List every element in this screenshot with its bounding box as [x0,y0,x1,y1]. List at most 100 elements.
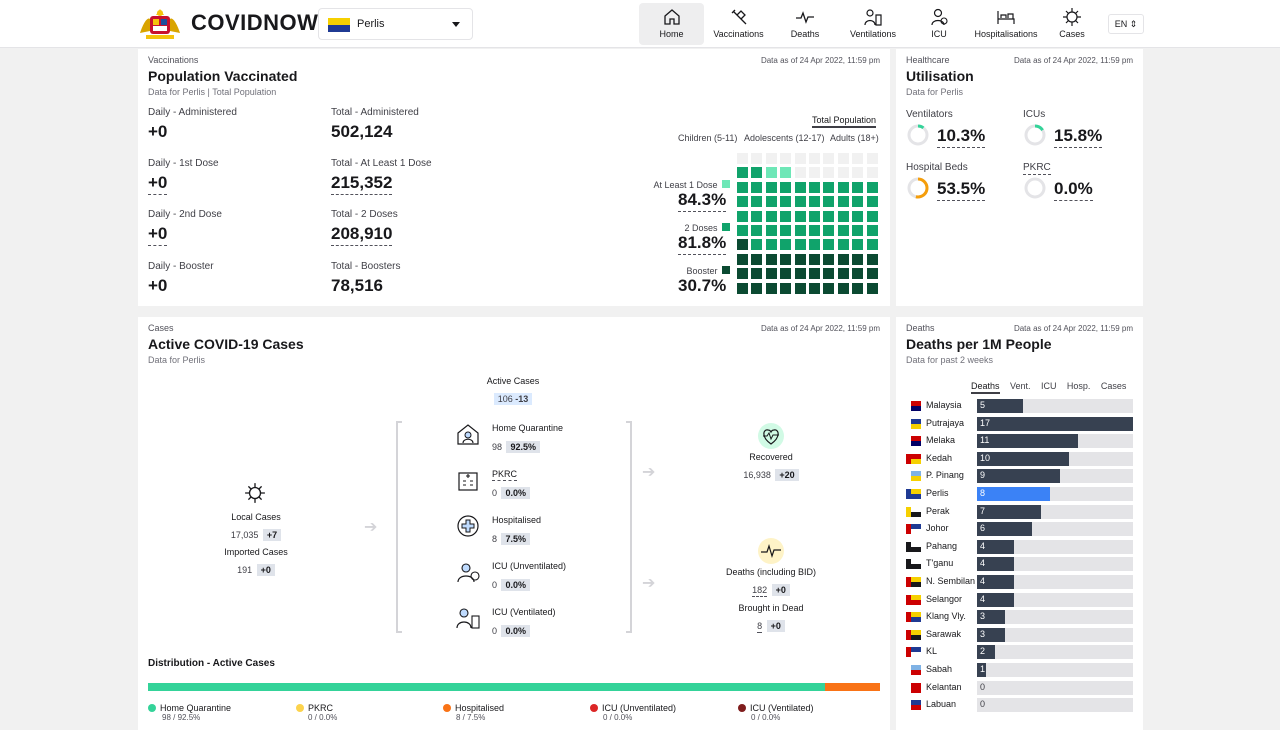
nav-hospitalisations[interactable]: Hospitalisations [972,3,1040,45]
waffle-cell [794,196,806,208]
bar-row[interactable]: P. Pinang 9 [906,469,1134,484]
stat-value[interactable]: +0 [148,224,168,246]
pulse-icon [796,11,814,24]
card-subtitle: Data for Perlis | Total Population [148,87,276,97]
imported-cases: Imported Cases 191 +0 [196,547,316,578]
active-cases-value: 106 -13 [493,393,533,405]
bar-row[interactable]: Selangor 4 [906,592,1134,607]
bar-track: 17 [977,416,1133,431]
tab-children[interactable]: Children (5-11) [678,133,738,143]
stat-label: Total - Administered [331,107,419,118]
util-value[interactable]: 15.8% [1054,126,1103,148]
bar-row[interactable]: Johor 6 [906,522,1134,537]
legend-label: Hospitalised [455,703,505,713]
nav-cases[interactable]: Cases [1048,3,1096,45]
card-eyebrow: Healthcare [906,55,950,65]
nav-home[interactable]: Home [639,3,704,45]
bar [977,645,996,660]
bar-value-label: 9 [980,470,986,481]
waffle-cell [780,210,792,222]
tab-hosp[interactable]: Hosp. [1066,381,1091,391]
subtitle-population: Total Population [212,87,277,97]
bar-row[interactable]: Sarawak 3 [906,627,1134,642]
bid-delta: +0 [766,620,785,632]
distribution-segment [148,683,826,691]
waffle-cell [837,210,849,222]
legend-item: PKRC 0 / 0.0% [296,703,337,722]
util-value[interactable]: 53.5% [937,179,986,201]
state-selector[interactable]: Perlis [318,8,473,40]
stat-value[interactable]: 208,910 [331,224,393,246]
malaysia-coat-of-arms-icon[interactable] [138,7,182,41]
stat-label: Daily - 1st Dose [148,158,219,169]
util-value[interactable]: 10.3% [937,126,986,148]
dose-value[interactable]: 84.3% [678,190,727,212]
state-flag-icon [906,418,921,429]
tab-adolescents[interactable]: Adolescents (12-17) [744,133,825,143]
waffle-cell [866,181,878,193]
waffle-cell [852,153,864,164]
bar-row[interactable]: Sabah 1 [906,663,1134,677]
language-selector[interactable]: EN ⇕ [1108,14,1144,34]
tab-icu[interactable]: ICU [1040,381,1057,391]
waffle-cell [780,225,792,236]
waffle-cell [751,225,763,236]
bar-row[interactable]: Labuan 0 [906,698,1134,713]
nav-ventilations[interactable]: Ventilations [842,3,904,45]
bar-row[interactable]: Pahang 4 [906,539,1134,554]
dose-value[interactable]: 81.8% [678,233,727,255]
tab-vent[interactable]: Vent. [1009,381,1031,391]
bar-row[interactable]: Kedah 10 [906,451,1134,466]
bar-row[interactable]: Kelantan 0 [906,680,1134,695]
tab-adults[interactable]: Adults (18+) [830,133,879,143]
bid-value[interactable]: 8 [757,621,763,633]
brand-name[interactable]: COVIDNOW [191,10,319,35]
waffle-cell [765,153,777,164]
nav-icu[interactable]: ICU [915,3,963,45]
waffle-cell [852,196,864,208]
bar-row[interactable]: Putrajaya 17 [906,416,1134,431]
virus-icon [1063,8,1081,26]
legend-sub: 8 / 7.5% [456,713,486,722]
card-subtitle: Data for Perlis [148,355,206,365]
nav-deaths[interactable]: Deaths [776,3,834,45]
dose-legend-first: At Least 1 Dose [654,175,730,193]
bar-row[interactable]: Malaysia 5 [906,399,1134,413]
waffle-cell [751,282,763,294]
nav-vaccinations[interactable]: Vaccinations [706,3,771,45]
waffle-cell [765,282,777,294]
bar-row[interactable]: Perak 7 [906,504,1134,519]
waffle-cell [737,253,748,265]
nav-label: Ventilations [849,29,897,39]
tab-cases[interactable]: Cases [1100,381,1127,391]
tab-total-population[interactable]: Total Population [812,115,877,128]
local-cases-value: 17,035 [230,530,259,540]
deaths-value[interactable]: 182 [752,585,768,597]
card-title: Utilisation [906,68,974,84]
bar-category-label: Kedah [926,452,953,463]
bar-value-label: 0 [980,681,986,692]
bar-row[interactable]: Klang Vly. 3 [906,610,1134,625]
bar-category-label: Sarawak [926,628,962,639]
tab-deaths[interactable]: Deaths [971,381,1000,394]
stat-label: Daily - Administered [148,107,237,118]
bar-row[interactable]: Melaka 11 [906,434,1134,449]
bar-row[interactable]: N. Sembilan 4 [906,575,1134,589]
stat-value[interactable]: +0 [148,173,168,195]
bar-row[interactable]: Perlis 8 [906,487,1134,501]
bar [977,539,1014,554]
state-flag-icon [906,665,921,675]
bar-category-label: Malaysia [926,400,962,410]
mid-label[interactable]: PKRC [492,469,518,481]
waffle-cell [809,268,820,280]
waffle-cell [809,167,820,179]
bar-row[interactable]: KL 2 [906,645,1134,660]
bar-value-label: 7 [980,505,986,516]
util-label[interactable]: PKRC [1023,162,1051,175]
bar-row[interactable]: T'ganu 4 [906,557,1134,572]
waffle-cell [737,268,748,280]
waffle-cell [823,225,835,236]
util-value[interactable]: 0.0% [1054,179,1093,201]
waffle-cell [866,153,878,164]
stat-value[interactable]: 215,352 [331,173,393,195]
